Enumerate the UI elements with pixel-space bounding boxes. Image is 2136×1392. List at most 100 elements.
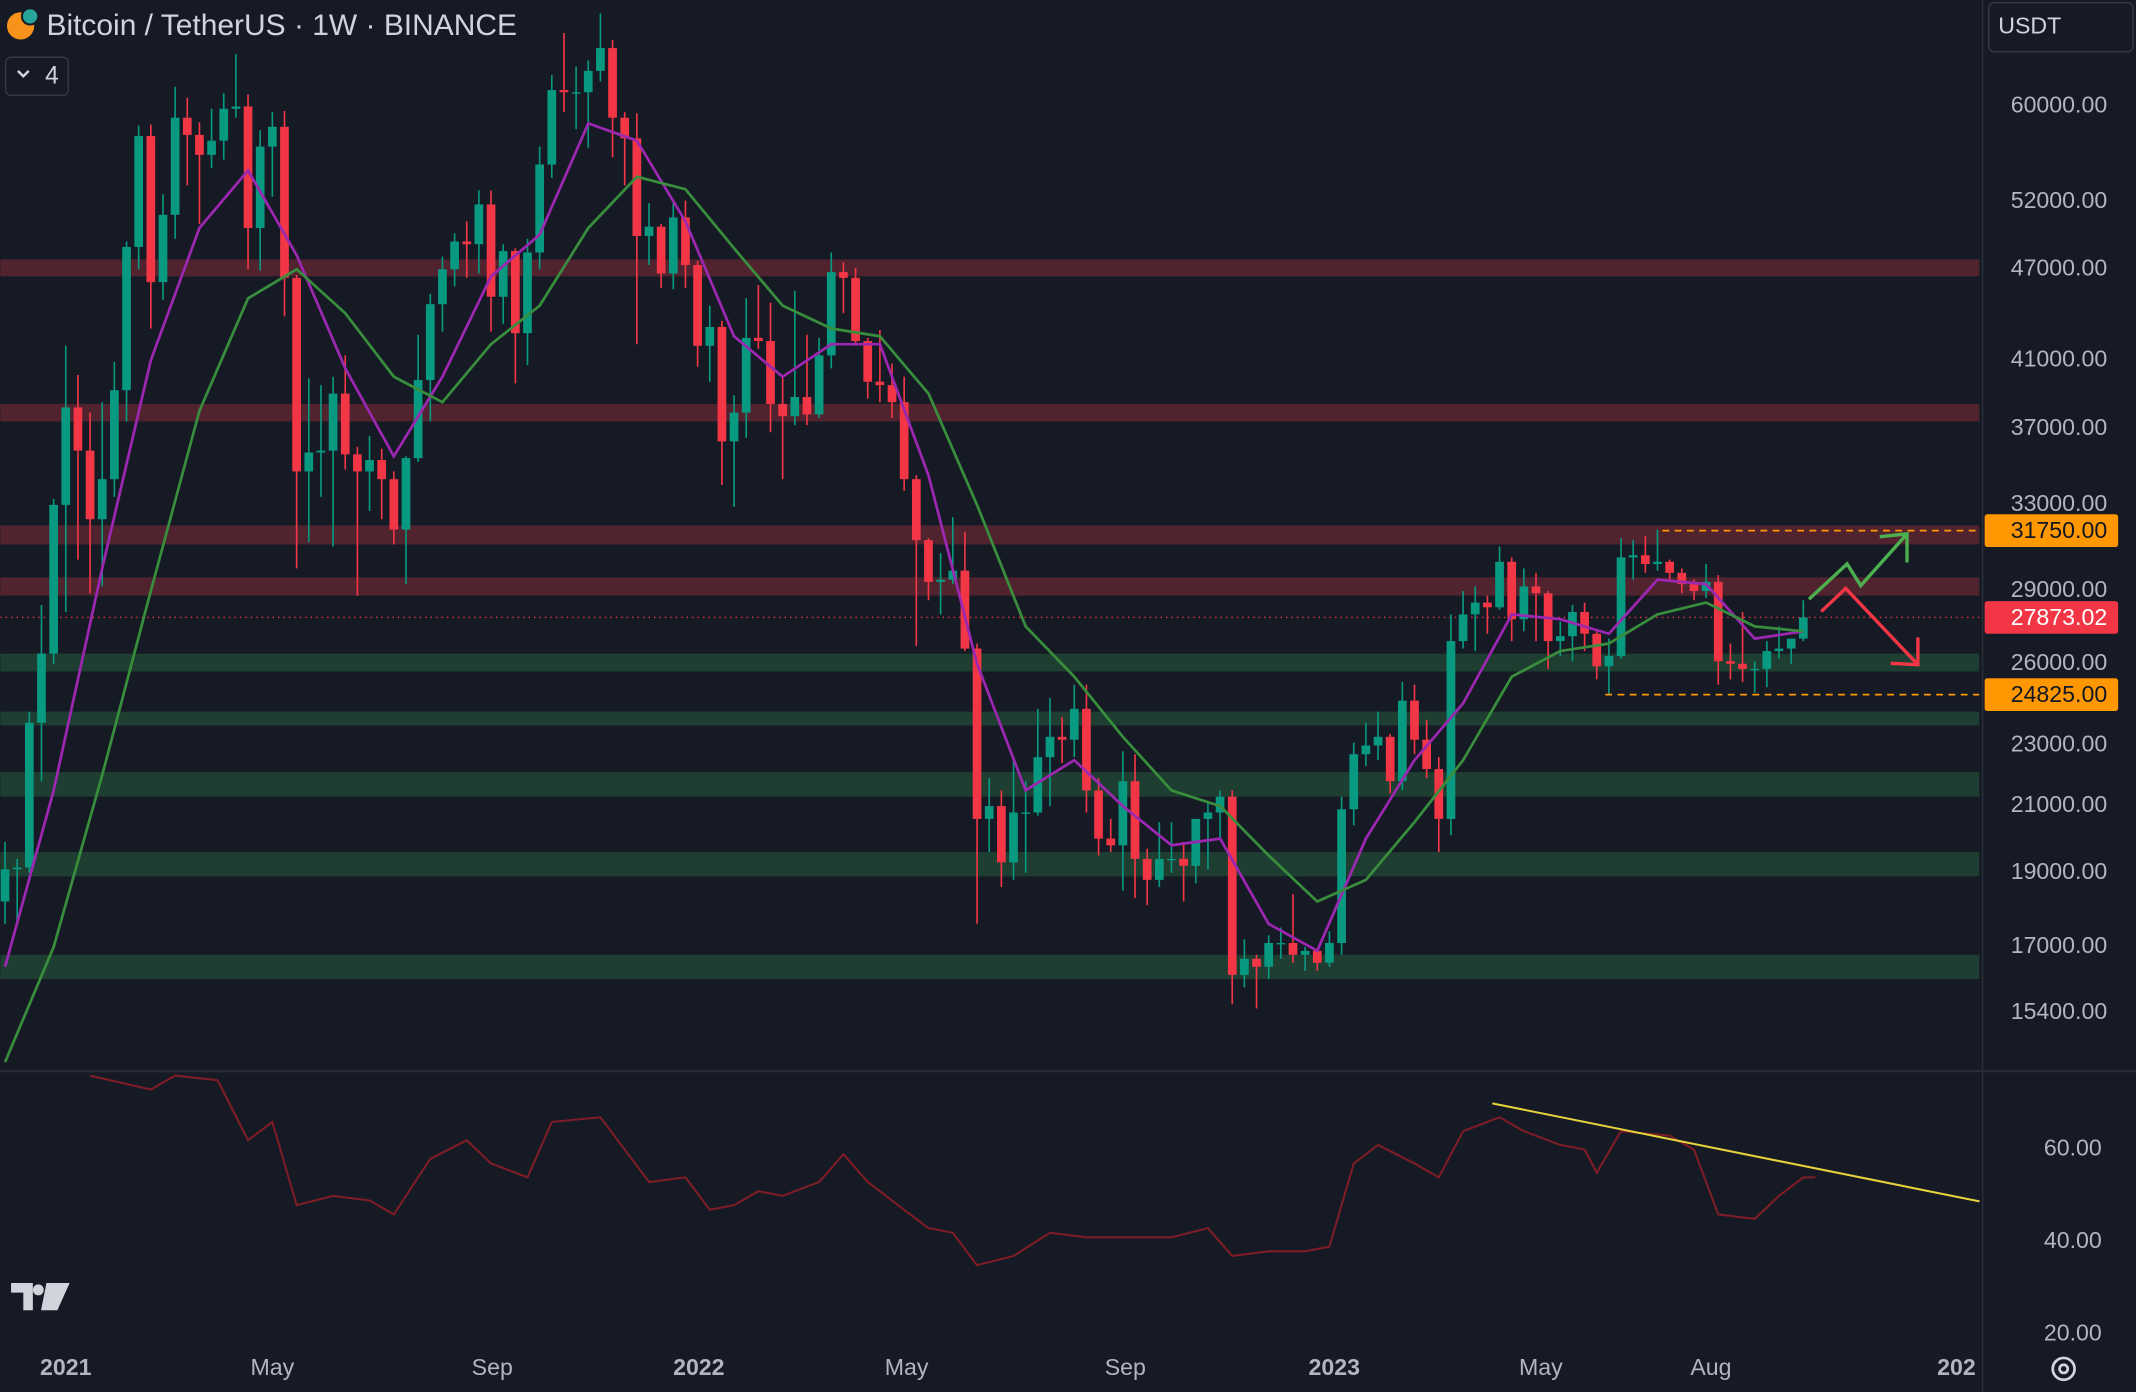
zone [0, 577, 1980, 596]
candle-body [1349, 754, 1359, 810]
candle-body [304, 452, 314, 472]
candle-body [535, 164, 545, 253]
candle-body [936, 579, 945, 582]
candle-body [632, 138, 642, 237]
candle-body [1507, 561, 1517, 620]
candle-body [1762, 651, 1772, 669]
currency-button[interactable] [1988, 2, 2134, 53]
moving-average [3, 121, 1804, 968]
rsi-tick-label: 40.00 [2044, 1227, 2102, 1253]
price-line-label: 31750.00 [2011, 517, 2108, 543]
candle-body [389, 479, 399, 530]
x-tick-label: May [885, 1354, 929, 1380]
candle-body [1142, 858, 1152, 880]
x-tick-label: 2021 [40, 1354, 92, 1380]
x-tick-label: 2023 [1309, 1354, 1361, 1380]
candle-body [826, 272, 836, 356]
zone [0, 852, 1980, 877]
candle-body [1033, 757, 1043, 813]
logo [11, 1283, 70, 1311]
quote-icon [20, 7, 40, 26]
rsi-line [89, 1074, 1816, 1267]
candle-body [243, 106, 253, 229]
candle-body [1665, 561, 1675, 573]
candle-body [547, 90, 557, 165]
candle-body [1713, 581, 1723, 662]
candle-body [741, 337, 751, 413]
candle-body [61, 407, 71, 505]
candle-body [1410, 700, 1419, 740]
candle-body [1045, 736, 1055, 758]
candle-body [1422, 739, 1432, 770]
candle-body [1555, 636, 1565, 642]
candle-body [668, 217, 678, 274]
candle-body [571, 92, 581, 94]
candle-body [1069, 708, 1079, 740]
price-line-label-box [1984, 678, 2119, 711]
candle-body [1264, 943, 1274, 967]
candle-body [37, 653, 46, 723]
y-tick-label: 21000.00 [2011, 791, 2108, 817]
candle-body [778, 403, 788, 417]
x-tick-label: May [1519, 1354, 1563, 1380]
candle-body [1774, 648, 1784, 652]
candle-body [413, 380, 423, 459]
indicators-count: 4 [45, 62, 59, 89]
y-tick-label: 19000.00 [2011, 858, 2108, 884]
candle-body [1106, 838, 1116, 846]
candle-body [596, 48, 605, 71]
candle-body [1167, 858, 1176, 861]
candle-body [353, 454, 362, 472]
candle-body [1653, 561, 1662, 564]
candle-body [122, 246, 131, 391]
settings-button[interactable] [2051, 1356, 2076, 1382]
candle-body [1227, 796, 1237, 975]
candle-body [802, 397, 812, 415]
indicators-toggle[interactable] [4, 56, 69, 97]
price-line-label-box [1984, 514, 2119, 547]
y-tick-label: 47000.00 [2011, 254, 2108, 280]
candle-body [1154, 858, 1164, 880]
candle-body [997, 806, 1006, 863]
candle-body [73, 407, 83, 451]
candle-body [960, 570, 970, 649]
candle-body [693, 265, 702, 346]
chevron [17, 69, 30, 79]
zone [0, 954, 1980, 980]
candle-body [1373, 736, 1383, 746]
x-tick-label: Sep [1105, 1354, 1146, 1380]
candle-body [134, 136, 144, 247]
candle-body [1604, 656, 1614, 667]
rsi-tick-label: 20.00 [2044, 1320, 2102, 1346]
candle-body [462, 241, 472, 245]
candle-body [790, 397, 800, 417]
candle-body [1458, 614, 1468, 642]
candle-body [766, 341, 775, 404]
candle-body [328, 393, 338, 451]
candle-body [85, 450, 95, 520]
candle-body [1057, 736, 1067, 740]
candle-body [1203, 812, 1213, 819]
rsi-tick-label: 60.00 [2044, 1135, 2102, 1161]
last-price-box [1984, 601, 2119, 634]
candle-body [1276, 943, 1286, 945]
candle-body [1179, 858, 1188, 866]
candle-body [1312, 950, 1322, 963]
candle-body [1446, 641, 1456, 819]
candle-body [1385, 736, 1395, 782]
candle-body [644, 226, 654, 237]
candle-body [316, 450, 326, 453]
rsi-pane [89, 1074, 1980, 1267]
candle-body [1677, 572, 1687, 585]
candle-body [1628, 555, 1638, 558]
candle-body [1009, 812, 1018, 863]
candle-body [425, 304, 435, 381]
candle-body [170, 117, 180, 215]
candle-body [24, 722, 34, 868]
candle-body [1397, 700, 1407, 782]
candle-body [705, 326, 715, 346]
y-tick-label: 41000.00 [2011, 345, 2108, 371]
